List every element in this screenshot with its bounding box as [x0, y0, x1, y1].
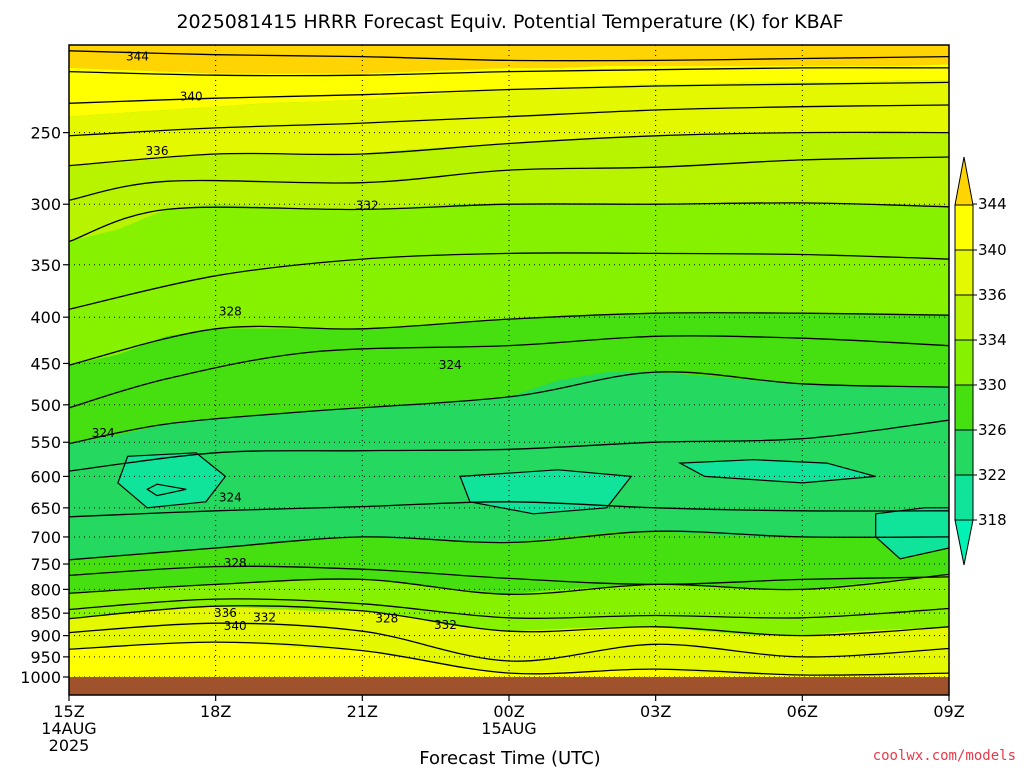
y-tick-label: 400: [30, 308, 61, 327]
colorbar-segment-330_334: [954, 339, 974, 386]
contour-342-1: [69, 67, 949, 77]
contour-332-6: [69, 202, 949, 243]
contour-336-17: [69, 605, 949, 637]
x-tick-label: 15AUG: [481, 719, 536, 738]
plot-area: [69, 45, 949, 695]
y-tick-label: 600: [30, 467, 61, 486]
x-tick-label: 15Z: [53, 702, 84, 721]
contour-label: 336: [214, 606, 237, 620]
contour-label: 324: [92, 426, 115, 440]
ground-strip: [69, 677, 949, 695]
contour-label: 332: [434, 618, 457, 632]
y-tick-label: 800: [30, 580, 61, 599]
contour-340-18: [69, 622, 949, 662]
contour-lines: [69, 50, 949, 676]
colorbar-tick-label: 326: [978, 421, 1007, 439]
contour-340-2: [69, 81, 949, 104]
y-tick-label: 550: [30, 433, 61, 452]
colorbar: 344 340 336 334 330 326 322 318: [954, 156, 1007, 566]
contour-label: 336: [146, 144, 169, 158]
colorbar-segment-322_326: [954, 429, 974, 476]
colorbar-tick-label: 330: [978, 376, 1007, 394]
contour-328-14: [69, 565, 949, 586]
band-338-2: [69, 80, 949, 166]
y-tick-label: 500: [30, 396, 61, 415]
contour-326-13: [69, 530, 949, 561]
pocket-320-0: [117, 452, 227, 509]
colorbar-tick-label: 318: [978, 511, 1007, 529]
y-tick-label: 350: [30, 256, 61, 275]
contour-344-0: [69, 50, 949, 62]
contour-label: 340: [224, 619, 247, 633]
colorbar-extend-top: [954, 156, 974, 206]
y-tick-label: 650: [30, 499, 61, 518]
colorbar-segment-334_336: [954, 294, 974, 341]
x-tick-label: 14AUG: [41, 719, 96, 738]
contour-label: 340: [180, 89, 203, 103]
colorbar-tick-label: 334: [978, 331, 1007, 349]
contour-336-4: [69, 131, 949, 167]
band-332-4: [69, 202, 949, 366]
band-345-0: [69, 45, 949, 74]
y-tick-label: 1000: [20, 668, 61, 687]
band-342-10: [69, 642, 949, 677]
contour-label: 328: [375, 612, 398, 626]
x-tick-label: 18Z: [200, 702, 231, 721]
x-tick-label: 00Z: [493, 702, 524, 721]
contour-330-7: [69, 252, 949, 310]
contour-332-16: [69, 598, 949, 619]
x-tick-label: 21Z: [347, 702, 378, 721]
contour-324-12: [69, 501, 949, 518]
pocket-318-1: [146, 483, 187, 497]
contour-322-11: [69, 419, 949, 472]
contour-338-3: [69, 104, 949, 137]
y-tick-label: 450: [30, 354, 61, 373]
x-axis-label: Forecast Time (UTC): [419, 748, 600, 768]
contour-label: 332: [356, 199, 379, 213]
y-axis: 250 300 350 400 450 500 550 600 650 700 750 800 850 9…: [20, 124, 69, 687]
y-tick-label: 700: [30, 528, 61, 547]
contour-324-10: [69, 371, 949, 445]
contour-330-15: [69, 573, 949, 595]
y-tick-label: 750: [30, 555, 61, 574]
y-tick-label: 300: [30, 195, 61, 214]
contour-344-19: [69, 641, 949, 676]
x-tick-label: 09Z: [933, 702, 964, 721]
band-326-7: [69, 531, 949, 595]
colorbar-tick-label: 340: [978, 241, 1007, 259]
y-tick-label: 900: [30, 627, 61, 646]
x-tick-label: 2025: [49, 736, 90, 755]
contour-label: 324: [219, 490, 242, 504]
colorbar-tick-label: 336: [978, 286, 1007, 304]
x-tick-label: 03Z: [640, 702, 671, 721]
credit-text: coolwx.com/models: [873, 748, 1016, 764]
colorbar-tick-label: 322: [978, 466, 1007, 484]
colorbar-extend-bottom: [954, 519, 974, 566]
y-tick-label: 850: [30, 604, 61, 623]
contour-326-9: [69, 335, 949, 409]
colorbar-segment-326_330: [954, 384, 974, 431]
band-342-1: [69, 64, 949, 117]
contour-label: 332: [253, 610, 276, 624]
contour-328-8: [69, 312, 949, 366]
colorbar-segment-318_322: [954, 474, 974, 521]
y-tick-label: 250: [30, 124, 61, 143]
colorbar-segment-336_340: [954, 249, 974, 296]
contour-label: 328: [224, 556, 247, 570]
cool-pockets: [117, 452, 949, 560]
band-335-3: [69, 132, 949, 242]
contour-label: 328: [219, 304, 242, 318]
band-328-5: [69, 313, 949, 444]
contour-label: 344: [126, 50, 149, 64]
contour-334-5: [69, 156, 949, 201]
x-tick-label: 06Z: [787, 702, 818, 721]
colorbar-segment-340_344: [954, 204, 974, 251]
contour-label: 324: [439, 358, 462, 372]
y-tick-label: 950: [30, 648, 61, 667]
colorbar-tick-label: 344: [978, 195, 1007, 213]
chart-title: 2025081415 HRRR Forecast Equiv. Potentia…: [176, 11, 843, 33]
